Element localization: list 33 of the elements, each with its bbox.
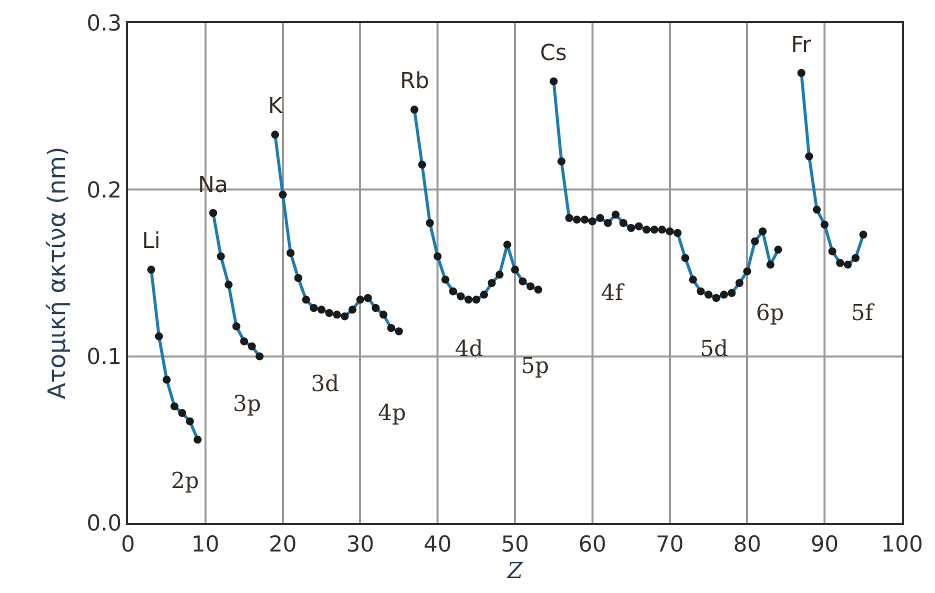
annotation: 2p	[171, 469, 200, 494]
annotation: Rb	[400, 69, 430, 94]
x-tick-label: 30	[346, 532, 374, 558]
x-tick-label: 40	[424, 532, 452, 558]
annotation: Li	[142, 229, 160, 254]
annotation: 4f	[601, 281, 625, 306]
y-tick-label: 0.0	[86, 512, 122, 537]
annotation: 6p	[756, 301, 784, 326]
annotation: Cs	[540, 41, 567, 66]
x-tick-label: 70	[656, 532, 684, 558]
annotation: 3p	[233, 392, 262, 417]
x-axis-title: Z	[506, 558, 524, 584]
x-tick-label: 20	[268, 532, 297, 558]
annotation: Fr	[791, 33, 812, 58]
annotation: 4d	[455, 337, 484, 362]
x-tick-label: 90	[810, 532, 839, 558]
annotation: 5p	[521, 354, 550, 379]
x-tick-label: 10	[191, 532, 220, 558]
x-tick-label: 80	[733, 532, 762, 558]
y-axis-title: Ατομική ακτίνα (nm)	[43, 146, 72, 400]
y-tick-label: 0.1	[86, 345, 122, 370]
x-tick-label: 0	[121, 532, 135, 558]
annotation: 3d	[311, 372, 340, 397]
annotation: 5d	[700, 337, 728, 362]
x-tick-label: 50	[501, 532, 529, 558]
annotation: 5f	[851, 301, 875, 326]
y-tick-label: 0.3	[86, 12, 122, 37]
x-tick-label: 60	[578, 532, 606, 558]
annotation: 4p	[378, 401, 406, 426]
x-tick-label: 100	[881, 532, 923, 558]
annotation: K	[268, 94, 283, 119]
y-tick-label: 0.2	[86, 178, 122, 204]
annotation: Na	[198, 173, 228, 198]
